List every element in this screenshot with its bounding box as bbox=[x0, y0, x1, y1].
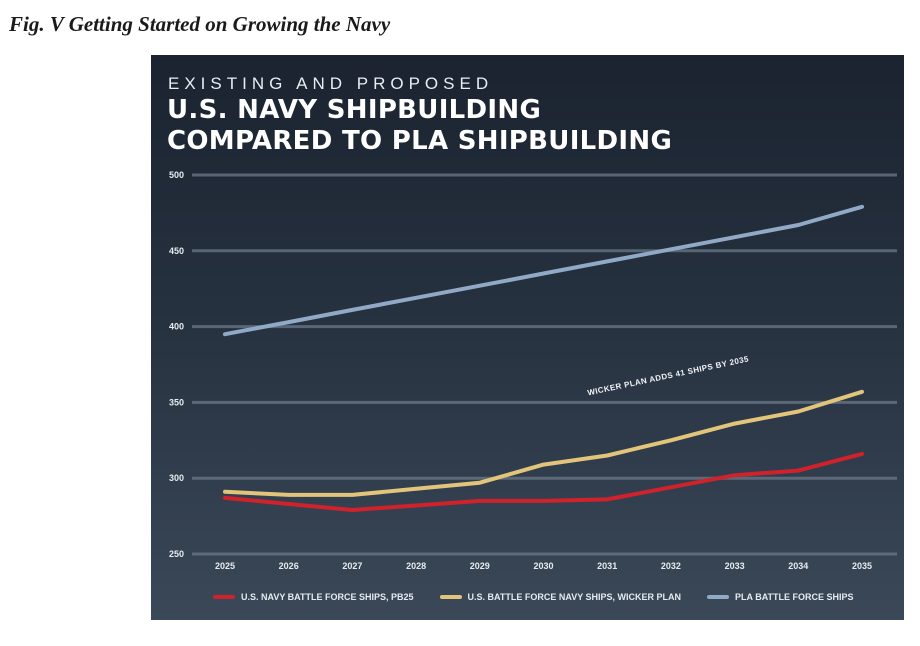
legend-swatch-pla bbox=[707, 595, 730, 599]
legend-item-pla: PLA BATTLE FORCE SHIPS bbox=[707, 592, 854, 602]
chart-title-line-1: U.S. NAVY SHIPBUILDING bbox=[167, 95, 542, 125]
chart-legend: U.S. NAVY BATTLE FORCE SHIPS, PB25 U.S. … bbox=[213, 592, 880, 602]
x-tick-label: 2027 bbox=[342, 561, 362, 571]
series-lines bbox=[223, 204, 864, 512]
legend-label-pla: PLA BATTLE FORCE SHIPS bbox=[735, 592, 854, 602]
chart-panel: EXISTING AND PROPOSED U.S. NAVY SHIPBUIL… bbox=[151, 55, 904, 620]
y-tick-label: 500 bbox=[169, 170, 184, 180]
chart-annotation: WICKER PLAN ADDS 41 SHIPS BY 2035 bbox=[587, 354, 750, 397]
y-tick-label: 450 bbox=[169, 246, 184, 256]
legend-item-pb25: U.S. NAVY BATTLE FORCE SHIPS, PB25 bbox=[213, 592, 414, 602]
series-line-2 bbox=[223, 204, 864, 337]
legend-item-wicker: U.S. BATTLE FORCE NAVY SHIPS, WICKER PLA… bbox=[439, 592, 682, 602]
figure-caption: Fig. V Getting Started on Growing the Na… bbox=[9, 12, 391, 36]
y-tick-label: 400 bbox=[169, 322, 184, 332]
series-line-1 bbox=[223, 389, 864, 497]
legend-swatch-pb25 bbox=[213, 595, 235, 599]
x-tick-labels: 2025 2026 2027 2028 2029 2030 2031 2032 2033 2034… bbox=[215, 561, 872, 571]
x-tick-label: 2031 bbox=[597, 561, 617, 571]
x-tick-label: 2033 bbox=[725, 561, 745, 571]
legend-label-wicker: U.S. BATTLE FORCE NAVY SHIPS, WICKER PLA… bbox=[467, 592, 682, 602]
y-tick-label: 300 bbox=[169, 473, 184, 483]
legend-label-pb25: U.S. NAVY BATTLE FORCE SHIPS, PB25 bbox=[241, 592, 414, 602]
chart-title-line-2: COMPARED TO PLA SHIPBUILDING bbox=[167, 126, 673, 156]
y-tick-label: 250 bbox=[169, 549, 184, 559]
series-line-0 bbox=[223, 451, 864, 512]
legend-swatch-wicker bbox=[439, 595, 462, 599]
y-tick-label: 350 bbox=[169, 397, 184, 407]
x-tick-label: 2032 bbox=[661, 561, 681, 571]
x-tick-label: 2034 bbox=[788, 561, 808, 571]
x-tick-label: 2030 bbox=[533, 561, 553, 571]
grid-lines bbox=[192, 173, 897, 556]
x-tick-label: 2026 bbox=[279, 561, 299, 571]
x-tick-label: 2025 bbox=[215, 561, 235, 571]
x-tick-label: 2035 bbox=[852, 561, 872, 571]
x-tick-label: 2029 bbox=[470, 561, 490, 571]
x-tick-label: 2028 bbox=[406, 561, 426, 571]
chart-eyebrow: EXISTING AND PROPOSED bbox=[168, 74, 494, 93]
y-tick-labels: 250 300 350 400 450 500 bbox=[169, 170, 184, 559]
